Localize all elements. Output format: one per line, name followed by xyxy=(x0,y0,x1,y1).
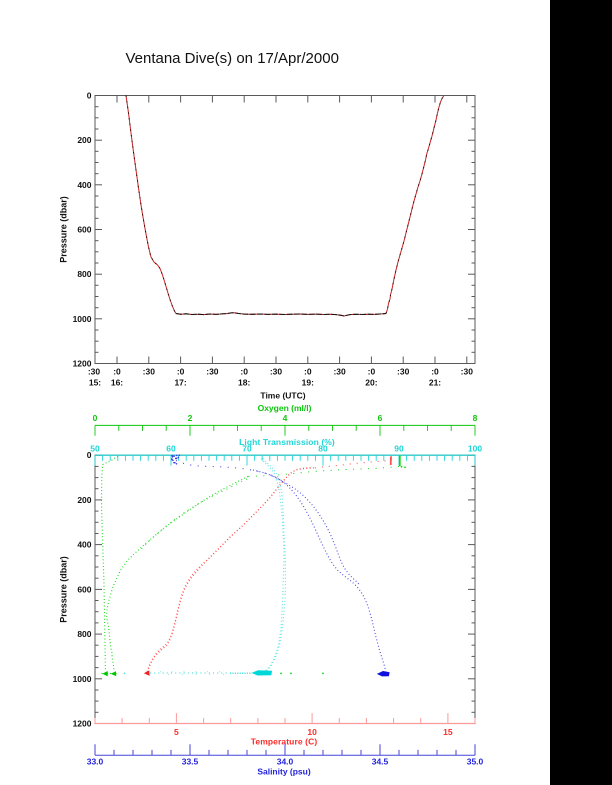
svg-text:50: 50 xyxy=(90,443,100,453)
svg-text:10: 10 xyxy=(307,727,317,737)
svg-text:1000: 1000 xyxy=(73,314,92,324)
svg-text:4: 4 xyxy=(283,413,288,423)
svg-text::0: :0 xyxy=(240,367,248,377)
svg-text:90: 90 xyxy=(394,443,404,453)
svg-text:8: 8 xyxy=(473,413,478,423)
svg-text:33.5: 33.5 xyxy=(182,757,199,767)
svg-text:800: 800 xyxy=(77,269,91,279)
svg-text::30: :30 xyxy=(206,367,219,377)
svg-text:0: 0 xyxy=(93,413,98,423)
svg-text:Pressure (dbar): Pressure (dbar) xyxy=(59,556,69,623)
svg-text::30: :30 xyxy=(143,367,156,377)
svg-text::0: :0 xyxy=(368,367,376,377)
svg-text:21:: 21: xyxy=(429,378,441,388)
svg-text:Light Transmission (%): Light Transmission (%) xyxy=(239,437,335,447)
svg-text:200: 200 xyxy=(77,135,91,145)
svg-text:80: 80 xyxy=(318,443,328,453)
svg-text:15:: 15: xyxy=(89,378,101,388)
svg-text:35.0: 35.0 xyxy=(467,757,484,767)
svg-text:0: 0 xyxy=(87,91,92,101)
svg-text:1200: 1200 xyxy=(73,719,92,729)
svg-text::30: :30 xyxy=(88,367,101,377)
svg-text:2: 2 xyxy=(188,413,193,423)
svg-text::0: :0 xyxy=(304,367,312,377)
svg-text:20:: 20: xyxy=(365,378,377,388)
svg-text:Salinity (psu): Salinity (psu) xyxy=(257,767,311,777)
svg-text:18:: 18: xyxy=(238,378,250,388)
svg-text:400: 400 xyxy=(77,180,91,190)
svg-text:15: 15 xyxy=(443,727,453,737)
svg-text:400: 400 xyxy=(77,540,91,550)
svg-text::30: :30 xyxy=(270,367,283,377)
svg-text:16:: 16: xyxy=(111,378,123,388)
svg-text:200: 200 xyxy=(77,495,91,505)
svg-text:Time (UTC): Time (UTC) xyxy=(260,391,305,401)
svg-text:100: 100 xyxy=(468,443,482,453)
svg-text:17:: 17: xyxy=(174,378,186,388)
svg-text:0: 0 xyxy=(87,450,92,460)
svg-text:Temperature (C): Temperature (C) xyxy=(251,736,318,746)
svg-text:33.0: 33.0 xyxy=(87,757,104,767)
svg-text:6: 6 xyxy=(378,413,383,423)
svg-text::0: :0 xyxy=(431,367,439,377)
svg-text::30: :30 xyxy=(333,367,346,377)
svg-text:Oxygen (ml/l): Oxygen (ml/l) xyxy=(258,403,312,413)
svg-text:600: 600 xyxy=(77,584,91,594)
svg-text:600: 600 xyxy=(77,225,91,235)
svg-text::30: :30 xyxy=(397,367,410,377)
svg-text::0: :0 xyxy=(113,367,121,377)
svg-text:70: 70 xyxy=(242,443,252,453)
svg-text:19:: 19: xyxy=(302,378,314,388)
svg-text::30: :30 xyxy=(461,367,474,377)
svg-text:Pressure (dbar): Pressure (dbar) xyxy=(59,196,69,263)
svg-text:34.5: 34.5 xyxy=(372,757,389,767)
svg-text:34.0: 34.0 xyxy=(277,757,294,767)
svg-text::0: :0 xyxy=(177,367,185,377)
svg-text:5: 5 xyxy=(174,727,179,737)
svg-text:800: 800 xyxy=(77,629,91,639)
svg-text:60: 60 xyxy=(166,443,176,453)
svg-text:Ventana Dive(s) on 17/Apr/2000: Ventana Dive(s) on 17/Apr/2000 xyxy=(125,50,338,67)
svg-text:1200: 1200 xyxy=(73,359,92,369)
svg-text:1000: 1000 xyxy=(73,674,92,684)
